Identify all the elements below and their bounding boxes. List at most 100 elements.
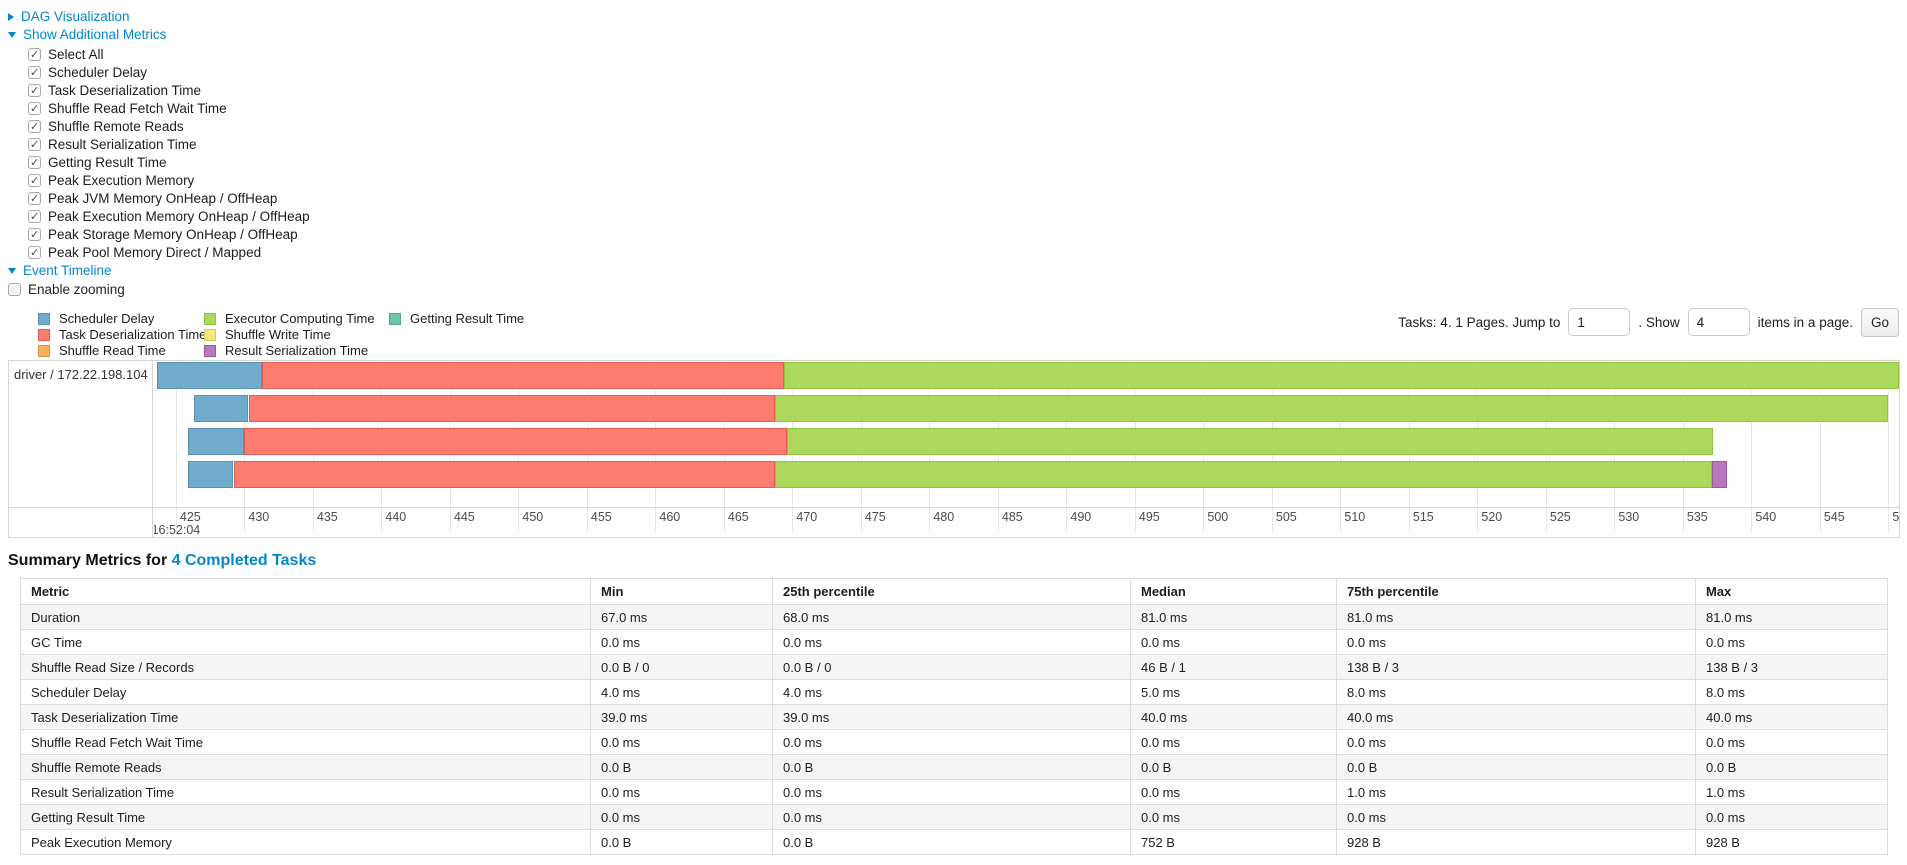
metric-checkbox-label: Scheduler Delay (48, 64, 148, 80)
summary-table-header-row: Metric Min 25th percentile Median 75th perce… (20, 578, 1888, 605)
axis-time-label: 16:52:04 (154, 523, 201, 537)
enable-zooming-checkbox[interactable] (8, 282, 21, 296)
event-timeline-toggle[interactable]: Event Timeline (8, 262, 1899, 279)
shuffle_write-legend-swatch (204, 328, 216, 341)
legend-item: Shuffle Read Time (38, 343, 204, 358)
axis-tick-label: 540 (1755, 510, 1777, 524)
metric-name-cell: Result Serialization Time (20, 779, 591, 805)
metric-value-cell: 0.0 ms (590, 779, 773, 805)
checkbox-checked-icon[interactable] (28, 83, 41, 97)
axis-tick-label: 425 (179, 510, 201, 524)
metric-value-cell: 0.0 ms (590, 804, 773, 830)
metric-name-cell: Getting Result Time (20, 804, 591, 830)
summary-metric-row: Getting Result Time 0.0 ms 0.0 ms 0.0 ms 0.0… (20, 804, 1888, 830)
expanded-arrow-icon (8, 31, 16, 38)
timeline-task-bar (154, 395, 1899, 422)
additional-metrics-checkbox-list: Select All Scheduler Delay Task Deserializ… (28, 45, 1899, 261)
items-per-page-input[interactable] (1687, 308, 1750, 336)
metric-value-cell: 928 B (1695, 829, 1888, 855)
checkbox-checked-icon[interactable] (28, 137, 41, 151)
metric-value-cell: 8.0 ms (1695, 679, 1888, 705)
timeline-task-segment-scheduler-delay[interactable] (193, 395, 249, 422)
timeline-task-segment-task-deserialization[interactable] (262, 362, 785, 389)
timeline-task-segment-executor-computing[interactable] (774, 461, 1712, 488)
dag-visualization-label: DAG Visualization (21, 9, 130, 24)
axis-tick-label: 490 (1070, 510, 1092, 524)
timeline-task-segment-executor-computing[interactable] (774, 395, 1889, 422)
summary-metric-row: Result Serialization Time 0.0 ms 0.0 ms 0.0… (20, 779, 1888, 805)
axis-tick-label: 505 (1275, 510, 1297, 524)
axis-tick-label: 430 (248, 510, 270, 524)
metric-value-cell: 0.0 ms (1130, 629, 1337, 655)
metric-name-cell: Task Deserialization Time (20, 704, 591, 730)
metric-value-cell: 81.0 ms (1695, 604, 1888, 630)
metric-value-cell: 0.0 ms (1130, 804, 1337, 830)
summary-metrics-table: Metric Min 25th percentile Median 75th perce… (20, 578, 1888, 855)
checkbox-checked-icon[interactable] (28, 65, 41, 79)
axis-tick-label: 500 (1207, 510, 1229, 524)
timeline-task-segment-scheduler-delay[interactable] (188, 428, 245, 455)
metric-name-cell: Shuffle Read Size / Records (20, 654, 591, 680)
checkbox-checked-icon[interactable] (28, 209, 41, 223)
timeline-task-segment-task-deserialization[interactable] (248, 395, 775, 422)
legend-item: Shuffle Write Time (204, 327, 389, 342)
summary-metric-row: Shuffle Read Fetch Wait Time 0.0 ms 0.0 ms… (20, 729, 1888, 755)
metric-value-cell: 8.0 ms (1336, 679, 1696, 705)
metric-checkbox-label: Shuffle Read Fetch Wait Time (48, 100, 227, 116)
metric-checkbox-row: Peak Storage Memory OnHeap / OffHeap (28, 225, 1899, 243)
timeline-task-segment-executor-computing[interactable] (786, 428, 1713, 455)
metric-checkbox-row: Select All (28, 45, 1899, 63)
axis-tick-label: 465 (727, 510, 749, 524)
metric-value-cell: 0.0 ms (1130, 779, 1337, 805)
metric-checkbox-label: Result Serialization Time (48, 136, 197, 152)
axis-tick-label: 525 (1549, 510, 1571, 524)
timeline-task-segment-task-deserialization[interactable] (233, 461, 775, 488)
show-additional-metrics-toggle[interactable]: Show Additional Metrics (8, 26, 1899, 43)
checkbox-checked-icon[interactable] (28, 119, 41, 133)
timeline-task-segment-task-deserialization[interactable] (244, 428, 787, 455)
completed-tasks-link[interactable]: 4 Completed Tasks (171, 552, 317, 569)
metric-value-cell: 0.0 ms (590, 629, 773, 655)
enable-zooming-label: Enable zooming (28, 281, 125, 297)
metric-name-cell: Shuffle Remote Reads (20, 754, 591, 780)
metric-value-cell: 0.0 B / 0 (772, 654, 1131, 680)
checkbox-checked-icon[interactable] (28, 101, 41, 115)
metric-value-cell: 39.0 ms (590, 704, 773, 730)
legend-item: Task Deserialization Time (38, 327, 207, 342)
metric-checkbox-label: Getting Result Time (48, 154, 167, 170)
metric-value-cell: 40.0 ms (1130, 704, 1337, 730)
metric-value-cell: 138 B / 3 (1336, 654, 1696, 680)
metric-checkbox-label: Task Deserialization Time (48, 82, 202, 98)
checkbox-checked-icon[interactable] (28, 245, 41, 259)
timeline-axis-line (9, 507, 1899, 508)
axis-tick-label: 470 (796, 510, 818, 524)
checkbox-checked-icon[interactable] (28, 47, 41, 61)
summary-metric-row: Shuffle Read Size / Records 0.0 B / 0 0.0 … (20, 654, 1888, 680)
metric-value-cell: 0.0 ms (772, 804, 1131, 830)
metric-checkbox-label: Shuffle Remote Reads (48, 118, 184, 134)
metric-value-cell: 68.0 ms (772, 604, 1131, 630)
checkbox-checked-icon[interactable] (28, 191, 41, 205)
timeline-task-segment-scheduler-delay[interactable] (188, 461, 234, 488)
axis-tick-label: 550 (1892, 510, 1900, 524)
event-timeline-panel: driver / 172.22.198.104 425 430 435 440 445 4… (8, 360, 1900, 538)
jump-to-page-input[interactable] (1568, 308, 1631, 336)
checkbox-checked-icon[interactable] (28, 173, 41, 187)
timeline-task-segment-executor-computing[interactable] (784, 362, 1899, 389)
timeline-task-bar (154, 362, 1899, 389)
summary-metric-row: Shuffle Remote Reads 0.0 B 0.0 B 0.0 B 0.0 B… (20, 754, 1888, 780)
go-button[interactable]: Go (1860, 307, 1899, 337)
timeline-task-segment-scheduler-delay[interactable] (156, 362, 263, 389)
checkbox-checked-icon[interactable] (28, 155, 41, 169)
metric-value-cell: 0.0 ms (1695, 629, 1888, 655)
timeline-gridline (1819, 361, 1821, 532)
timeline-task-segment-result-serialization[interactable] (1711, 461, 1727, 488)
dag-visualization-toggle[interactable]: DAG Visualization (8, 8, 1899, 25)
legend-label: Shuffle Read Time (59, 343, 166, 358)
axis-tick-label: 520 (1481, 510, 1503, 524)
timeline-executor-label-column: driver / 172.22.198.104 (9, 361, 153, 537)
checkbox-checked-icon[interactable] (28, 227, 41, 241)
metric-value-cell: 0.0 ms (1695, 804, 1888, 830)
legend-label: Task Deserialization Time (59, 327, 207, 342)
summary-column-header: 25th percentile (772, 578, 1131, 605)
